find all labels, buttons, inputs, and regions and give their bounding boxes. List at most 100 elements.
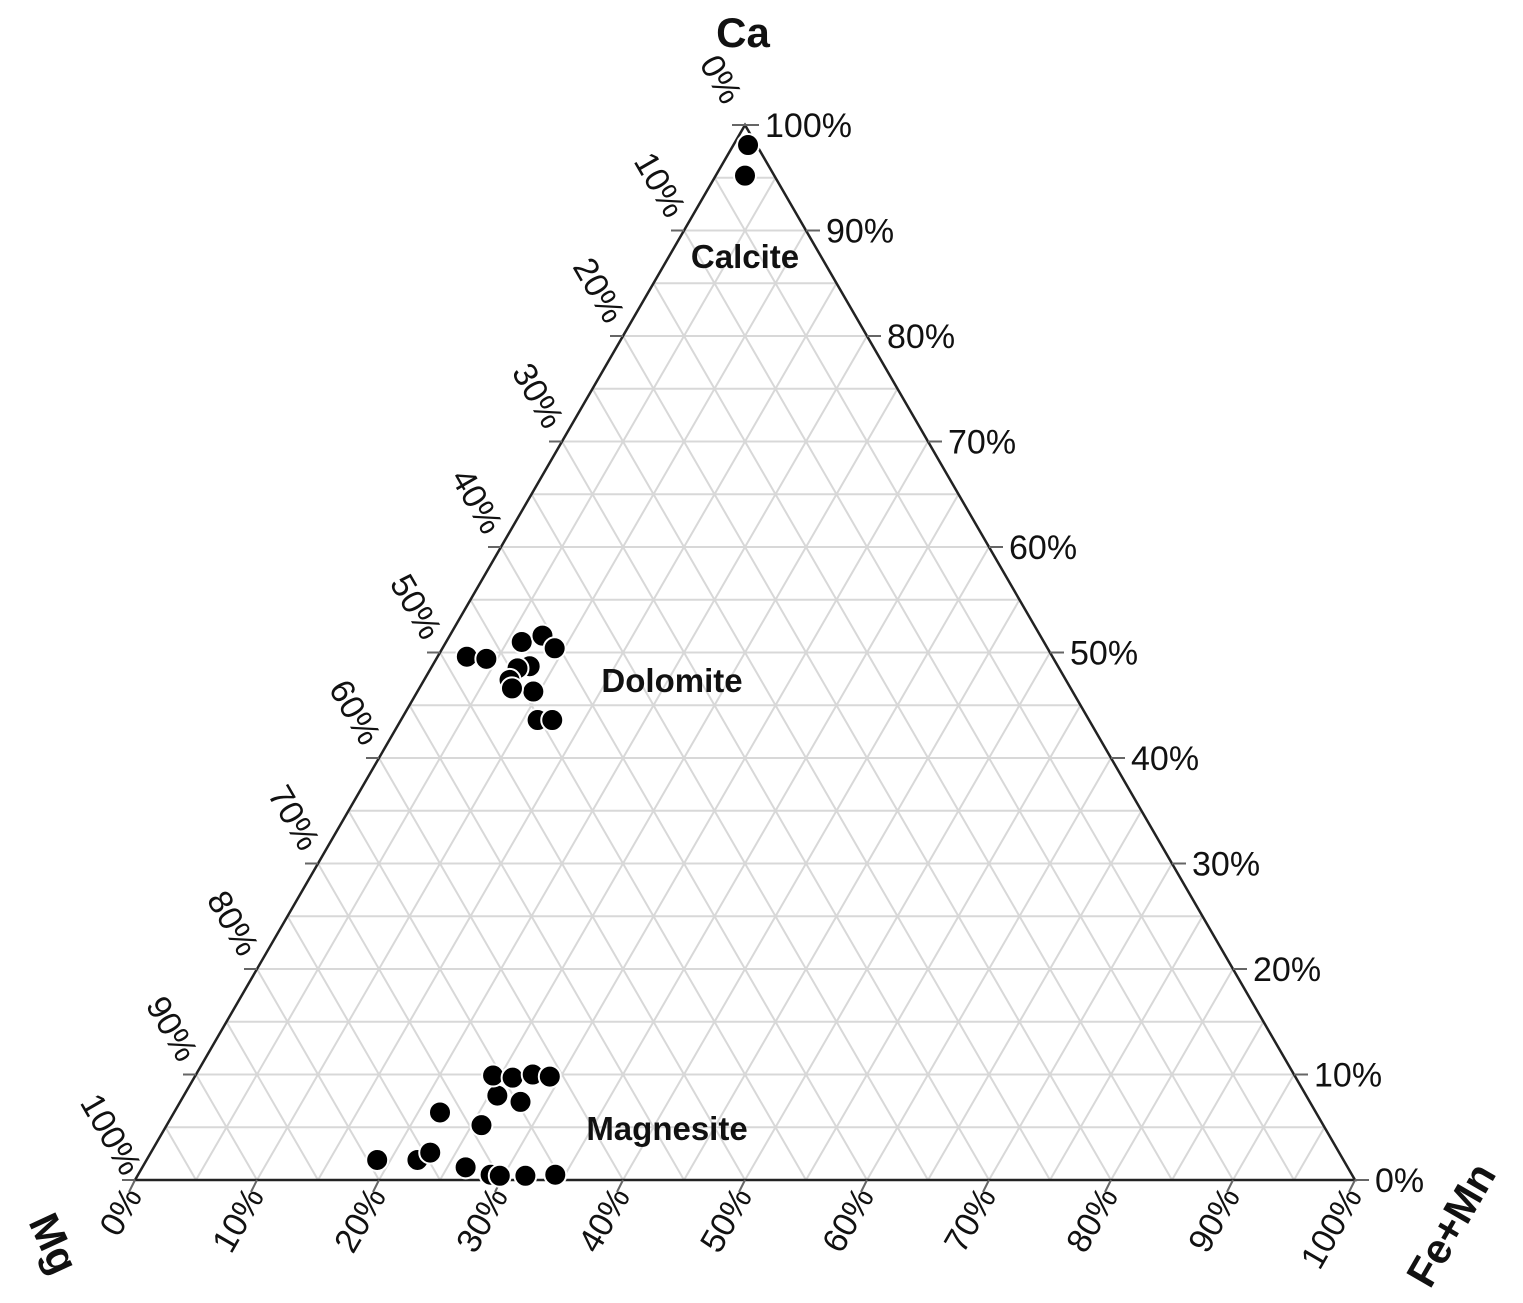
grid-line [317, 282, 838, 1181]
data-point-dolomite [499, 676, 524, 701]
data-point-dolomite [540, 708, 565, 733]
grid-line [286, 915, 441, 1181]
grid-line [164, 1126, 197, 1181]
bottom-tick-label: 20% [327, 1181, 394, 1259]
bottom-tick-label: 60% [815, 1181, 882, 1259]
tick-mark [1104, 1179, 1112, 1193]
grid-line [530, 493, 929, 1181]
grid-line [683, 599, 1021, 1181]
data-point-magnesite [485, 1083, 510, 1108]
data-point-magnesite [487, 1163, 512, 1188]
grid-line [927, 810, 1143, 1181]
vertex-label-ca: Ca [716, 9, 770, 56]
right-tick-label: 50% [1070, 635, 1138, 673]
grid-line [1110, 968, 1234, 1181]
data-point-magnesite [481, 1063, 506, 1088]
right-tick-label: 60% [1009, 529, 1077, 567]
bottom-tick-label: 70% [937, 1181, 1004, 1259]
grid-line [713, 177, 1295, 1181]
left-tick-label: 0% [692, 49, 749, 111]
tick-mark [128, 1179, 136, 1193]
data-point-magnesite [428, 1100, 452, 1125]
grid-line [1232, 1073, 1295, 1181]
right-tick-label: 0% [1375, 1162, 1424, 1200]
grid-line [1171, 1021, 1265, 1181]
bottom-tick-label: 90% [1181, 1181, 1248, 1259]
right-tick-label: 100% [765, 107, 852, 145]
left-tick-label: 20% [565, 252, 632, 330]
region-label-calcite: Calcite [691, 238, 799, 275]
right-tick-label: 40% [1131, 740, 1199, 778]
left-tick-label: 80% [199, 885, 266, 963]
data-point-calcite [733, 163, 757, 188]
grid-line [195, 177, 777, 1181]
left-tick-label: 90% [138, 990, 205, 1068]
grid [164, 176, 1326, 1181]
data-point-magnesite [543, 1162, 568, 1187]
bottom-tick-label: 10% [205, 1181, 272, 1259]
tick-labels: 0% 10% 20% 30% 40% 50% 60% 70% 80% 90% 100%0%10%20… [72, 49, 1424, 1276]
data-point-magnesite [500, 1065, 525, 1090]
vertex-label-mg: Mg [20, 1206, 88, 1281]
grid-line [1293, 1126, 1326, 1181]
right-tick-label: 90% [826, 213, 894, 251]
bottom-tick-label: 30% [449, 1181, 516, 1259]
tick-mark [860, 1179, 868, 1193]
right-tick-label: 20% [1253, 951, 1321, 989]
data-point-dolomite [454, 644, 479, 669]
left-tick-label: 70% [260, 779, 327, 857]
data-point-magnesite [469, 1113, 494, 1138]
region-label-magnesite: Magnesite [586, 1110, 747, 1147]
left-tick-label: 60% [321, 674, 388, 752]
data-point-magnesite [537, 1064, 562, 1089]
right-tick-label: 10% [1314, 1057, 1382, 1095]
tick-mark [1348, 1179, 1356, 1193]
grid-line [439, 651, 746, 1181]
data-point-calcite [736, 133, 761, 158]
grid-line [744, 651, 1051, 1181]
data-point-magnesite [365, 1147, 390, 1172]
region-label-dolomite: Dolomite [601, 662, 742, 699]
tick-mark [738, 1179, 746, 1193]
grid-line [225, 1021, 319, 1181]
left-tick-label: 10% [626, 146, 693, 224]
data-point-magnesite [508, 1089, 533, 1114]
data-point-magnesite [513, 1163, 538, 1188]
data-point-dolomite [521, 679, 546, 704]
tick-mark [372, 1179, 380, 1193]
grid-line [408, 704, 685, 1181]
grid-line [256, 968, 380, 1181]
grid-line [1049, 915, 1204, 1181]
grid-line [439, 388, 899, 1181]
right-tick-label: 30% [1192, 846, 1260, 884]
left-tick-label: 30% [504, 357, 571, 435]
left-tick-label: 100% [72, 1087, 148, 1181]
tick-mark [1226, 1179, 1234, 1193]
grid-line [652, 282, 1173, 1181]
data-point-dolomite [542, 636, 567, 661]
left-tick-label: 40% [443, 463, 510, 541]
tick-mark [250, 1179, 258, 1193]
right-tick-label: 80% [887, 318, 955, 356]
tick-mark [982, 1179, 990, 1193]
right-tick-label: 70% [948, 424, 1016, 462]
grid-line [805, 704, 1082, 1181]
tick-mark [616, 1179, 624, 1193]
data-point-dolomite [509, 629, 534, 654]
bottom-tick-label: 80% [1059, 1181, 1126, 1259]
grid-line [561, 493, 960, 1181]
grid-line [378, 757, 624, 1181]
data-points [365, 133, 761, 1188]
grid-line [347, 810, 563, 1181]
grid-line [195, 1073, 258, 1181]
bottom-tick-label: 0% [92, 1181, 149, 1243]
grid-line [591, 388, 1051, 1181]
grid-line [988, 862, 1173, 1181]
bottom-tick-label: 40% [571, 1181, 638, 1259]
data-point-magnesite [453, 1155, 478, 1180]
grid-line [866, 757, 1112, 1181]
left-tick-label: 50% [382, 568, 449, 646]
bottom-tick-label: 100% [1294, 1181, 1370, 1275]
bottom-tick-label: 50% [693, 1181, 760, 1259]
